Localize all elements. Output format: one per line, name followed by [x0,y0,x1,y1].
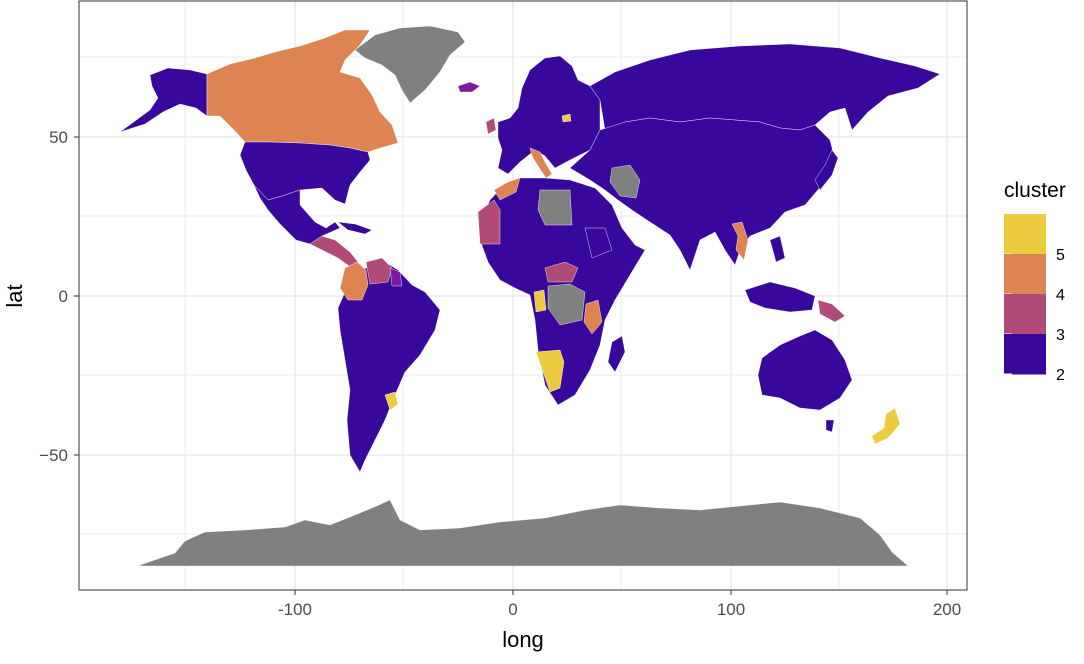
y-tick-label: −50 [39,446,68,465]
legend-label-4: 4 [1056,287,1065,304]
region-mexico [253,184,341,245]
region-morocco [493,177,521,201]
region-guyana [389,267,403,287]
region-libya [537,189,573,226]
y-axis-title: lat [2,284,27,307]
region-tanzania [583,299,603,335]
region-colombia [339,261,369,301]
x-tick-label: 0 [508,600,517,619]
legend-labels: 5 4 3 2 [1056,247,1065,384]
region-greenland [354,25,466,104]
region-gabon [533,289,547,313]
region-caribbean [337,221,373,235]
region-png [817,299,846,323]
region-iran [609,164,641,199]
y-tick-label: 50 [49,128,68,147]
legend-label-3: 3 [1056,327,1065,344]
region-central-america [309,235,359,269]
region-indonesia [744,281,816,313]
region-uruguay [384,391,399,411]
region-new-zealand [871,407,901,445]
region-philippines [769,235,786,263]
y-tick-label: 0 [59,287,68,306]
region-tasmania [825,419,835,433]
region-western-sahara [477,199,501,245]
region-asia [569,117,836,271]
region-madagascar [607,335,626,373]
axis-ticks [74,136,948,595]
legend-colorbar [1004,214,1046,375]
x-tick-label: 200 [933,600,961,619]
x-tick-label: -100 [278,600,312,619]
legend-title: cluster [1004,179,1066,202]
legend-swatch-4 [1004,254,1046,295]
legend-swatch-3 [1004,294,1046,335]
legend: cluster 5 4 3 2 [1004,179,1066,384]
region-sudan [584,227,613,259]
region-car [544,261,579,283]
region-ireland [485,117,497,135]
region-japan [814,149,839,191]
region-estonia [561,113,572,123]
region-namibia [535,349,565,393]
region-venezuela [365,257,393,285]
legend-swatch-5 [1004,214,1046,255]
legend-swatch-2 [1004,334,1046,375]
region-congo [547,283,586,326]
region-australia [757,329,853,411]
x-tick-label: 100 [717,600,745,619]
legend-label-2: 2 [1056,367,1065,384]
region-antarctica [139,499,909,567]
region-alaska [119,67,208,133]
legend-label-5: 5 [1056,247,1065,264]
region-iceland [457,81,481,93]
region-italy [529,147,553,179]
region-vietnam [731,221,749,261]
x-axis-title: long [502,627,544,652]
